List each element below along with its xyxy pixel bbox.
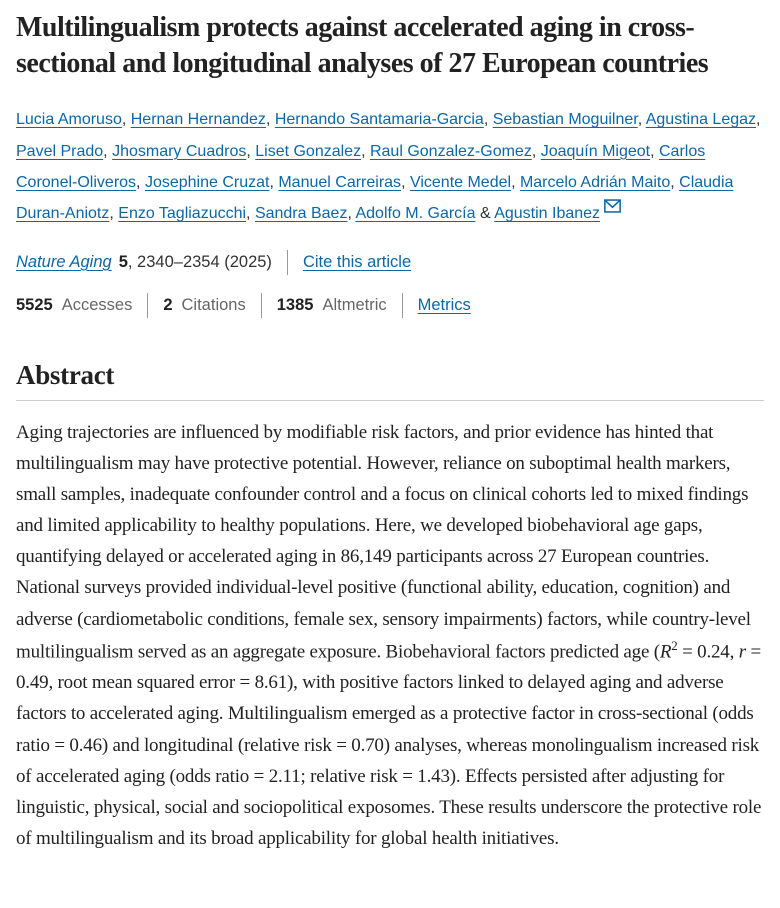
abstract-part3: = 0.49, root mean squared error = 8.61),… <box>16 641 762 850</box>
author-separator: , <box>756 111 761 129</box>
author-link[interactable]: Sebastian Moguilner <box>492 111 638 129</box>
author-separator: , <box>121 111 131 129</box>
separator <box>147 292 149 318</box>
envelope-icon[interactable] <box>604 199 621 214</box>
author-link[interactable]: Raul Gonzalez-Gomez <box>369 142 532 160</box>
author-link[interactable]: Carlos Coronel-Oliveros <box>16 142 706 191</box>
author-separator: , <box>670 173 680 191</box>
author-link[interactable]: Manuel Carreiras <box>278 173 402 191</box>
author-list: Lucia Amoruso, Hernan Hernandez, Hernand… <box>16 104 764 229</box>
r-squared-exponent: 2 <box>671 637 678 653</box>
author-link[interactable]: Jhosmary Cuadros <box>112 142 247 160</box>
metric-label: Citations <box>181 295 246 314</box>
author-separator: , <box>531 142 541 160</box>
author-separator: , <box>361 142 370 160</box>
separator <box>286 249 288 275</box>
author-separator: , <box>136 173 145 191</box>
author-separator: , <box>246 205 255 223</box>
metric-label: Altmetric <box>322 295 387 314</box>
metric-value: 1385 <box>276 295 314 314</box>
author-link[interactable]: Joaquín Migeot <box>540 142 651 160</box>
journal-volume: 5 <box>118 252 128 271</box>
author-separator: , <box>265 111 275 129</box>
journal-link[interactable]: Nature Aging <box>16 252 112 271</box>
author-separator: , <box>269 173 279 191</box>
abstract-text: Aging trajectories are influenced by mod… <box>16 417 764 855</box>
author-names: Lucia Amoruso, Hernan Hernandez, Hernand… <box>16 111 760 222</box>
citation-pages: , 2340–2354 (2025) <box>127 252 272 271</box>
r-variable: r <box>738 641 746 663</box>
author-link[interactable]: Marcelo Adrián Maito <box>519 173 671 191</box>
author-link[interactable]: Lucia Amoruso <box>16 111 122 129</box>
author-link[interactable]: Agustina Legaz <box>645 111 757 129</box>
section-divider <box>16 399 764 401</box>
author-link[interactable]: Josephine Cruzat <box>144 173 270 191</box>
separator <box>260 292 262 318</box>
author-separator: , <box>511 173 520 191</box>
author-link[interactable]: Hernan Hernandez <box>130 111 266 129</box>
author-link[interactable]: Liset Gonzalez <box>255 142 362 160</box>
author-separator: , <box>103 142 113 160</box>
author-link[interactable]: Adolfo M. García <box>355 205 476 223</box>
author-link[interactable]: Enzo Tagliazucchi <box>118 205 247 223</box>
author-separator: , <box>109 205 119 223</box>
author-link[interactable]: Vicente Medel <box>409 173 512 191</box>
author-separator: , <box>401 173 410 191</box>
author-separator: , <box>246 142 256 160</box>
author-link[interactable]: Sandra Baez <box>254 205 348 223</box>
abstract-part1: Aging trajectories are influenced by mod… <box>16 421 751 663</box>
author-link[interactable]: Hernando Santamaria-Garcia <box>274 111 484 129</box>
author-separator: , <box>650 142 659 160</box>
author-separator: , <box>347 205 356 223</box>
author-link[interactable]: Agustin Ibanez <box>494 205 601 223</box>
article-header: Multilingualism protects against acceler… <box>16 12 764 855</box>
author-link[interactable]: Claudia Duran-Aniotz <box>16 173 734 223</box>
cite-this-article-link[interactable]: Cite this article <box>302 252 412 271</box>
metric-label: Accesses <box>61 295 133 314</box>
metric-value: 2 <box>163 295 173 314</box>
metrics-link[interactable]: Metrics <box>417 295 471 314</box>
abstract-heading: Abstract <box>16 359 115 390</box>
abstract-part2: = 0.24, <box>677 641 739 663</box>
page-title: Multilingualism protects against acceler… <box>16 12 709 80</box>
separator <box>401 292 403 318</box>
author-separator: & <box>475 205 495 223</box>
author-separator: , <box>483 111 493 129</box>
author-link[interactable]: Pavel Prado <box>16 142 104 160</box>
citation-line: Nature Aging 5 , 2340–2354 (2025) Cite t… <box>16 249 764 275</box>
metrics-bar: 5525 Accesses 2 Citations 1385 Altmetric Metri… <box>16 292 764 318</box>
author-separator: , <box>637 111 646 129</box>
metric-value: 5525 <box>16 295 53 314</box>
r-squared-variable: R <box>659 641 672 663</box>
